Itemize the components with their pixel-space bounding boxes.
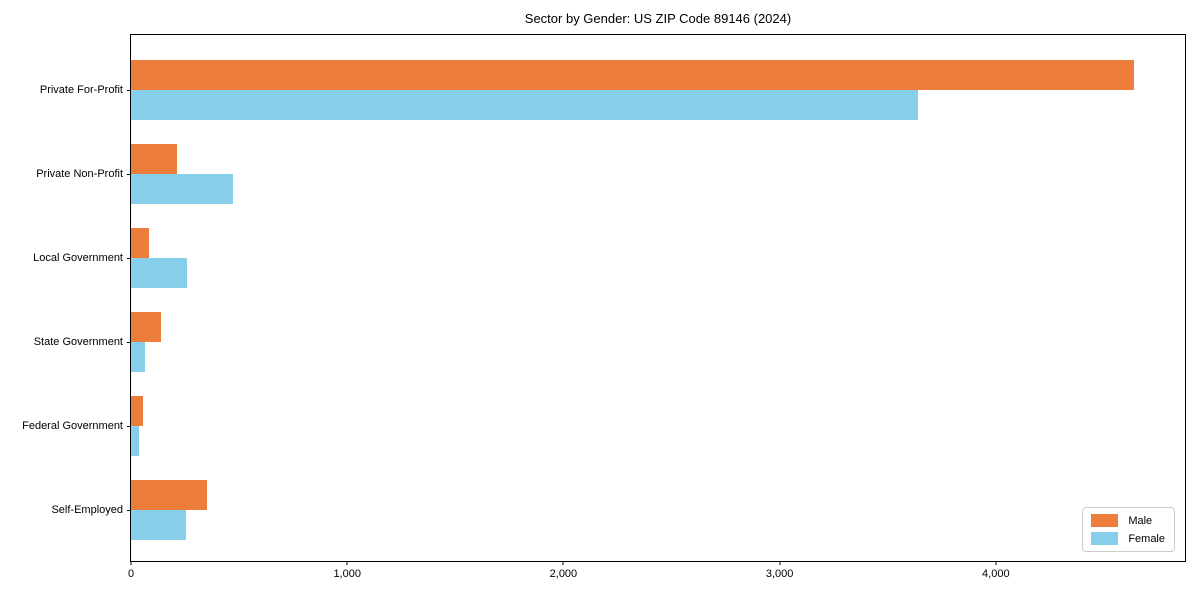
bar-female-federal-government <box>131 426 139 456</box>
ytick-label-state-government: State Government <box>33 336 123 348</box>
bar-male-private-for-profit <box>131 60 1134 90</box>
bar-male-state-government <box>131 312 161 342</box>
xtick-label-4,000: 4,000 <box>982 568 1010 580</box>
xtick-mark-1,000 <box>346 561 348 565</box>
xtick-label-0: 0 <box>127 568 135 580</box>
xtick-mark-3,000 <box>779 561 781 565</box>
xtick-label-1,000: 1,000 <box>333 568 361 580</box>
chart-title: Sector by Gender: US ZIP Code 89146 (202… <box>524 11 792 26</box>
ytick-mark-state-government <box>127 342 131 343</box>
bar-male-private-non-profit <box>131 144 177 174</box>
ytick-mark-federal-government <box>127 426 131 427</box>
ytick-mark-private-for-profit <box>127 90 131 91</box>
ytick-label-private-non-profit: Private Non-Profit <box>36 168 123 180</box>
legend-item-female: Female <box>1091 532 1165 545</box>
xtick-mark-0 <box>130 561 132 565</box>
ytick-mark-private-non-profit <box>127 174 131 175</box>
plot-area: Private For-Profit Private Non-Profit Loca… <box>22 34 1186 580</box>
xtick-mark-4,000 <box>995 561 997 565</box>
xtick-label-2,000: 2,000 <box>549 568 578 580</box>
legend-swatch-male <box>1091 514 1119 527</box>
xtick-mark-2,000 <box>562 561 564 565</box>
legend-label-male: Male <box>1128 514 1153 527</box>
legend-label-female: Female <box>1128 532 1165 545</box>
ytick-mark-self-employed <box>127 510 131 511</box>
legend-swatch-female <box>1091 532 1119 545</box>
ytick-label-self-employed: Self-Employed <box>51 504 123 516</box>
bar-male-local-government <box>131 228 149 258</box>
bar-female-state-government <box>131 342 145 372</box>
bar-female-private-for-profit <box>131 90 918 120</box>
legend: Male Female <box>1082 507 1175 552</box>
bar-female-self-employed <box>131 510 186 540</box>
ytick-label-federal-government: Federal Government <box>22 420 123 432</box>
xtick-label-3,000: 3,000 <box>765 568 794 580</box>
bar-male-self-employed <box>131 480 207 510</box>
bar-male-federal-government <box>131 396 143 426</box>
ytick-label-private-for-profit: Private For-Profit <box>39 84 123 96</box>
bar-female-private-non-profit <box>131 174 233 204</box>
ytick-label-local-government: Local Government <box>33 252 123 264</box>
bar-female-local-government <box>131 258 187 288</box>
legend-item-male: Male <box>1091 514 1165 527</box>
ytick-mark-local-government <box>127 258 131 259</box>
